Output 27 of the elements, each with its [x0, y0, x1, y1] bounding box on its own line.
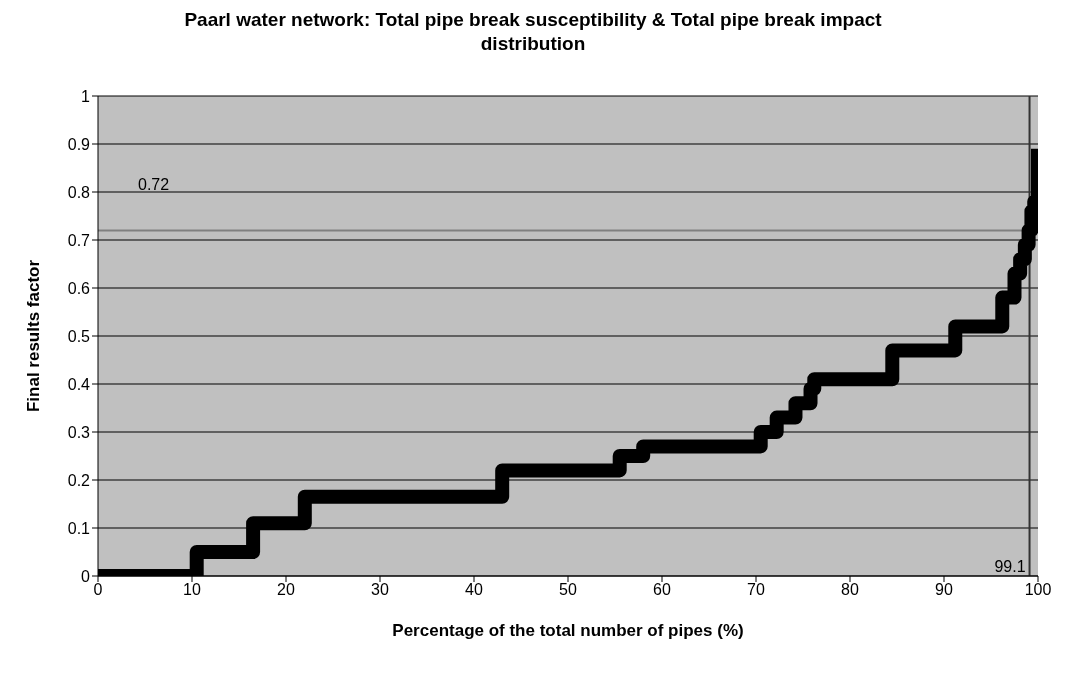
y-tick-label: 0.2	[67, 471, 91, 489]
x-tick-label: 100	[1024, 581, 1052, 599]
ref-line-label: 99.1	[994, 558, 1026, 575]
x-tick-label: 30	[371, 581, 389, 599]
x-tick-label: 50	[559, 581, 577, 599]
x-tick-label: 20	[277, 581, 295, 599]
x-tick-label: 40	[465, 581, 483, 599]
y-tick-label: 0	[81, 567, 91, 585]
y-tick-label: 0.6	[67, 279, 91, 297]
x-axis-title: Percentage of the total number of pipes (%)	[392, 621, 744, 640]
y-tick-label: 0.9	[67, 135, 91, 153]
x-tick-label: 70	[747, 581, 765, 599]
y-tick-label: 0.3	[67, 423, 91, 441]
y-tick-label: 0.8	[67, 183, 91, 201]
x-tick-label: 90	[935, 581, 953, 599]
x-tick-label: 10	[183, 581, 201, 599]
y-axis-title: Final results factor	[24, 259, 44, 413]
y-tick-label: 0.1	[67, 519, 91, 537]
y-tick-label: 0.4	[67, 375, 91, 393]
x-tick-label: 60	[653, 581, 671, 599]
x-tick-label: 0	[93, 581, 103, 599]
y-tick-label: 0.5	[67, 327, 91, 345]
chart-title: Paarl water network: Total pipe break susceptibility & Total pipe break impact distribution	[183, 8, 883, 56]
x-tick-label: 80	[841, 581, 859, 599]
y-tick-label: 0.7	[67, 231, 91, 249]
ref-line-label: 0.72	[138, 176, 170, 194]
y-tick-label: 1	[81, 87, 91, 105]
